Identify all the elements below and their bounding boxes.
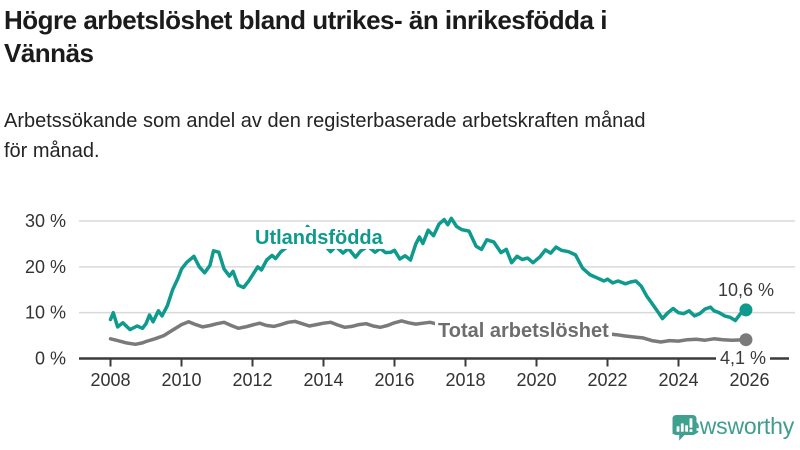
x-tick-label: 2010: [161, 370, 201, 390]
x-tick-label: 2022: [587, 370, 627, 390]
y-tick-label: 20 %: [25, 257, 66, 277]
y-tick-label: 30 %: [25, 211, 66, 231]
series-line-0: [108, 216, 748, 332]
title-line-2: Vännäs: [4, 38, 94, 68]
x-tick-label: 2008: [90, 370, 130, 390]
end-value-label-utlandsfodda: 10,6 %: [718, 280, 775, 300]
x-tick-label: 2020: [516, 370, 556, 390]
series-end-dot-0: [739, 303, 753, 317]
newsworthy-logo-icon: [672, 415, 697, 441]
title-line-1: Högre arbetslöshet bland utrikes- än inr…: [4, 5, 607, 35]
subtitle-line-1: Arbetssökande som andel av den registerb…: [4, 110, 646, 132]
chart-subtitle: Arbetssökande som andel av den registerb…: [4, 106, 794, 166]
x-tick-label: 2016: [374, 370, 414, 390]
x-tick-label: 2014: [303, 370, 343, 390]
series-line-1: [108, 319, 748, 347]
end-value-label-total: 4,1 %: [716, 349, 771, 368]
x-tick-label: 2026: [729, 370, 769, 390]
newsworthy-logo: Newsworthy: [671, 413, 794, 441]
page-title: Högre arbetslöshet bland utrikes- än inr…: [4, 4, 794, 70]
x-tick-label: 2018: [445, 370, 485, 390]
y-tick-label: 10 %: [25, 303, 66, 323]
series-end-dot-1: [739, 333, 753, 347]
y-tick-label: 0 %: [35, 349, 66, 369]
x-tick-label: 2024: [658, 370, 698, 390]
series-label-utlandsfodda: Utlandsfödda: [252, 227, 386, 249]
series-label-total-arbetsloshet: Total arbetslöshet: [435, 320, 612, 342]
x-tick-label: 2012: [232, 370, 272, 390]
subtitle-line-2: för månad.: [4, 140, 100, 162]
